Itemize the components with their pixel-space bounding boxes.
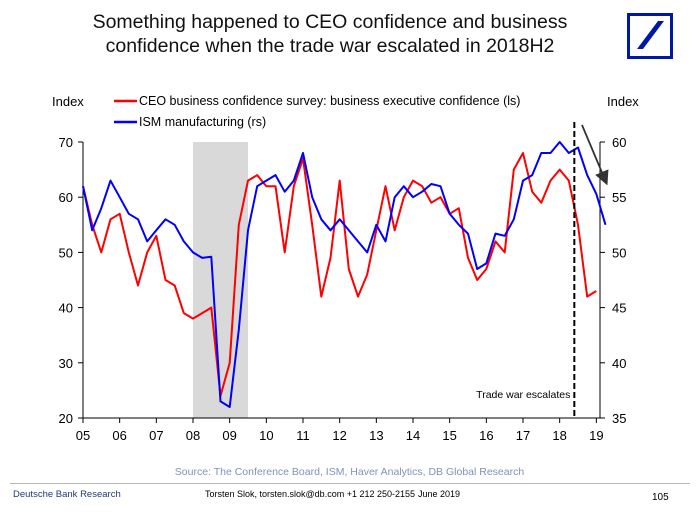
footer-divider [10, 483, 690, 484]
decline-arrow-icon [581, 124, 609, 186]
x-tick-label: 13 [369, 428, 383, 443]
trade-war-label: Trade war escalates [476, 389, 570, 401]
y-axis-left-label: Index [52, 94, 84, 109]
line-chart: 05 06 07 08 09 10 11 12 13 14 15 16 17 18 19 20 30 40 50 6… [52, 94, 639, 443]
annotation: Trade war escalates [476, 122, 609, 418]
title-line-2: confidence when the trade war escalated … [105, 35, 555, 57]
y-left-tick-label: 40 [59, 301, 73, 316]
recession-shading [193, 142, 248, 418]
deutsche-bank-logo-icon [627, 13, 673, 59]
y-right-tick-label: 55 [612, 190, 626, 205]
footer-brand: Deutsche Bank Research [13, 489, 121, 500]
legend-label-ism: ISM manufacturing (rs) [139, 115, 266, 129]
series-line-ism-manufacturing [82, 141, 607, 408]
x-tick-label: 16 [479, 428, 493, 443]
legend: CEO business confidence survey: business… [114, 94, 520, 129]
footer-author: Torsten Slok, torsten.slok@db.com +1 212… [205, 489, 416, 499]
x-tick-label: 07 [149, 428, 163, 443]
x-tick-label: 09 [222, 428, 236, 443]
footer-date: June 2019 [418, 489, 461, 499]
x-tick-label: 12 [332, 428, 346, 443]
series-line-ceo-confidence [82, 152, 597, 397]
x-tick-label: 08 [186, 428, 200, 443]
y-right-tick-label: 60 [612, 135, 626, 150]
recession-band [193, 142, 248, 418]
title-line-1: Something happened to CEO confidence and… [92, 11, 568, 33]
y-left-tick-label: 60 [59, 190, 73, 205]
x-axis: 05 06 07 08 09 10 11 12 13 14 15 16 17 18 19 [76, 418, 604, 443]
y-axis-right-label: Index [607, 94, 639, 109]
legend-label-ceo: CEO business confidence survey: business… [139, 94, 520, 108]
x-tick-label: 06 [112, 428, 126, 443]
series-lines [82, 141, 607, 408]
x-tick-label: 18 [552, 428, 566, 443]
x-tick-label: 05 [76, 428, 90, 443]
y-right-tick-label: 45 [612, 301, 626, 316]
y-left-tick-label: 30 [59, 356, 73, 371]
source-note: Source: The Conference Board, ISM, Haver… [174, 466, 525, 478]
x-tick-label: 15 [442, 428, 456, 443]
y-axis-right: 35 40 45 50 55 60 [600, 135, 626, 426]
x-tick-label: 17 [516, 428, 530, 443]
x-tick-label: 19 [589, 428, 603, 443]
y-left-tick-label: 70 [59, 135, 73, 150]
y-right-tick-label: 50 [612, 245, 626, 260]
x-tick-label: 11 [296, 428, 310, 443]
page-title: Something happened to CEO confidence and… [40, 10, 620, 58]
y-left-tick-label: 50 [59, 245, 73, 260]
page-number: 105 [652, 492, 669, 503]
y-left-tick-label: 20 [59, 411, 73, 426]
y-right-tick-label: 35 [612, 411, 626, 426]
x-tick-label: 10 [259, 428, 273, 443]
x-tick-label: 14 [406, 428, 420, 443]
y-right-tick-label: 40 [612, 356, 626, 371]
y-axis-left: 20 30 40 50 60 70 [59, 135, 83, 426]
